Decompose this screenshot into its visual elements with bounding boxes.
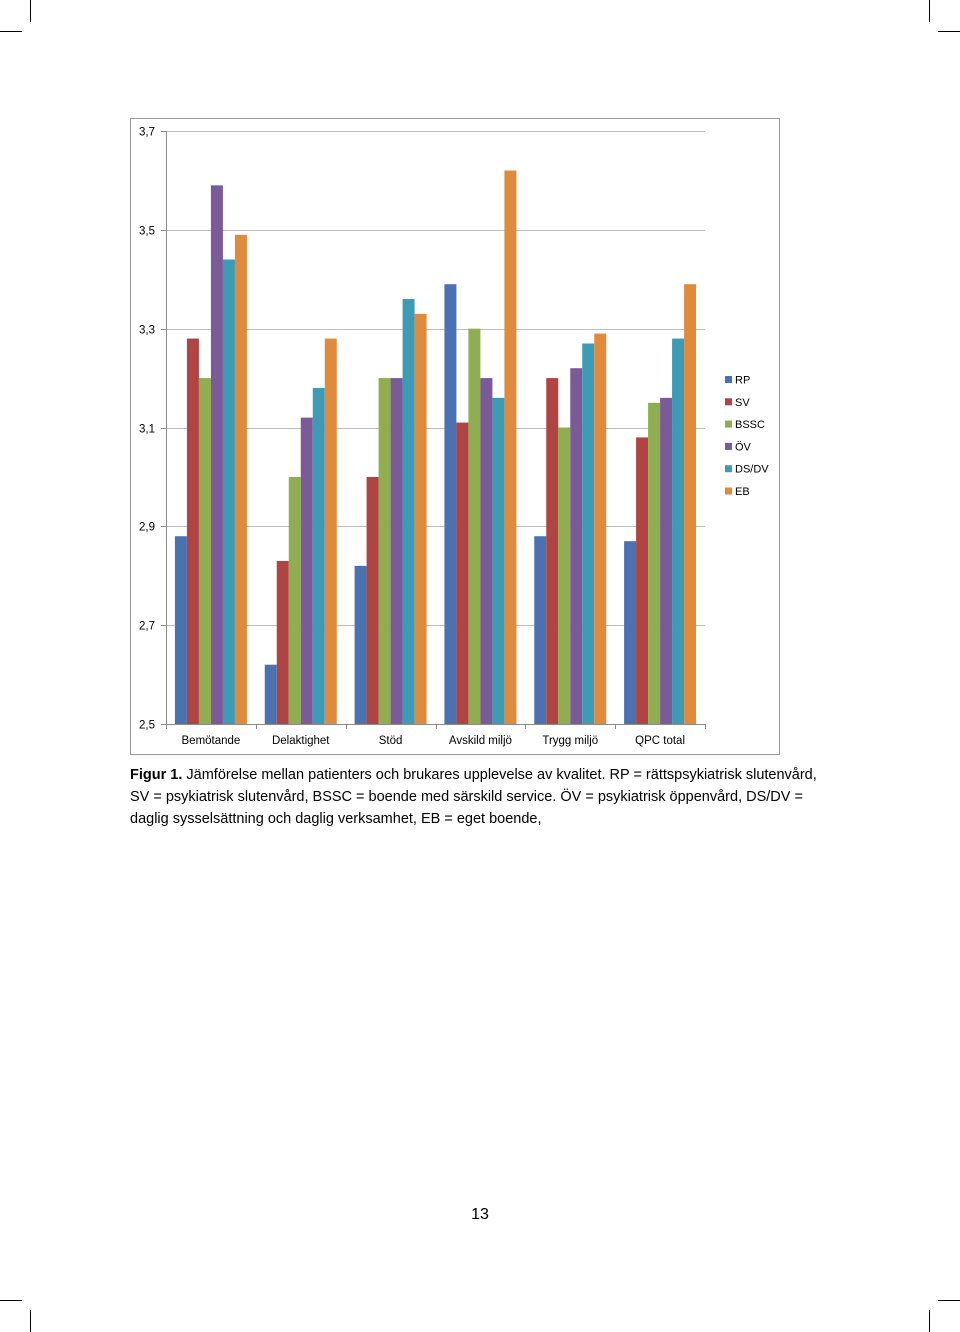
legend-label: BSSC (735, 419, 765, 431)
legend-swatch (725, 420, 732, 428)
bar-rp-3 (444, 284, 457, 724)
figure-caption: Figur 1. Jämförelse mellan patienters oc… (130, 764, 830, 830)
legend-label: EB (735, 486, 750, 498)
legend-swatch (725, 487, 732, 495)
bar-sv-4 (546, 378, 559, 724)
bar-sv-5 (636, 437, 649, 724)
figure-caption-text: Jämförelse mellan patienters och brukare… (130, 767, 817, 827)
y-tick-label: 3,1 (139, 424, 155, 436)
x-tick-label: Bemötande (182, 735, 241, 747)
bar-bssc-4 (558, 427, 571, 724)
bar-eb-1 (324, 338, 337, 724)
legend-label: DS/DV (735, 464, 769, 476)
legend-swatch (725, 465, 732, 473)
bar-sv-2 (366, 476, 379, 724)
legend-swatch (725, 442, 732, 450)
bar-bssc-2 (378, 378, 391, 724)
crop-mark (938, 31, 960, 32)
bar-ds-dv-5 (672, 338, 685, 724)
crop-mark (0, 1300, 22, 1301)
crop-mark (30, 1310, 31, 1332)
bar-bssc-5 (648, 402, 661, 724)
bar-bssc-1 (288, 476, 301, 724)
bar--v-4 (570, 368, 583, 724)
bar--v-1 (300, 417, 313, 724)
bar-bssc-3 (468, 328, 481, 724)
y-tick-label: 3,5 (139, 226, 155, 238)
bar-rp-1 (264, 664, 277, 724)
x-tick-label: QPC total (635, 735, 685, 747)
figure-label: Figur 1. (130, 767, 183, 783)
bar-eb-0 (234, 234, 247, 724)
page-number: 13 (471, 1206, 489, 1223)
y-tick-label: 2,9 (139, 522, 155, 534)
bar-sv-0 (186, 338, 199, 724)
gridlines (166, 131, 705, 626)
bar-rp-2 (354, 565, 367, 724)
x-tick-label: Stöd (379, 735, 403, 747)
bar--v-2 (390, 378, 403, 724)
bar-ds-dv-2 (402, 299, 415, 724)
y-tick-label: 2,5 (139, 720, 155, 732)
y-tick-label: 2,7 (139, 621, 155, 633)
bar--v-0 (210, 185, 223, 724)
legend-swatch (725, 376, 732, 383)
legend-label: SV (735, 397, 750, 409)
bar-ds-dv-1 (312, 387, 325, 724)
y-tick-label: 3,3 (139, 325, 155, 337)
bar-eb-5 (684, 284, 697, 724)
bar-eb-2 (414, 313, 427, 724)
bar-ds-dv-3 (492, 397, 505, 724)
bar--v-5 (660, 397, 673, 724)
y-tick-label: 3,7 (139, 127, 155, 139)
x-axis-ticks: Bemötande Delaktighet Stöd Avskild miljö Try… (166, 724, 706, 747)
x-tick-label: Avskild miljö (449, 735, 512, 747)
legend-label: RP (735, 375, 750, 387)
bar-chart: 2,5 2,7 2,9 3,1 3,3 3,5 3,7 Bemötande Delaktigh… (130, 118, 780, 755)
bar-eb-4 (594, 333, 607, 724)
x-tick-label: Delaktighet (272, 735, 330, 747)
legend: RP SV BSSC ÖV DS/DV EB (725, 375, 769, 498)
legend-swatch (725, 398, 732, 406)
bar-rp-5 (624, 541, 637, 724)
bar-ds-dv-4 (582, 343, 595, 724)
bar-ds-dv-0 (222, 259, 235, 724)
bar-rp-4 (534, 536, 547, 724)
bar--v-3 (480, 378, 493, 724)
crop-mark (929, 0, 930, 22)
bar-bssc-0 (198, 378, 211, 724)
y-axis-ticks: 2,5 2,7 2,9 3,1 3,3 3,5 3,7 (139, 127, 166, 732)
crop-mark (0, 31, 22, 32)
crop-mark (929, 1310, 930, 1332)
bar-sv-1 (276, 560, 289, 724)
bar-eb-3 (504, 170, 517, 725)
x-tick-label: Trygg miljö (542, 735, 598, 747)
bars (174, 170, 697, 725)
bar-sv-3 (456, 422, 469, 724)
legend-label: ÖV (735, 441, 752, 453)
bar-rp-0 (174, 536, 187, 724)
crop-mark (30, 0, 31, 22)
crop-mark (938, 1300, 960, 1301)
